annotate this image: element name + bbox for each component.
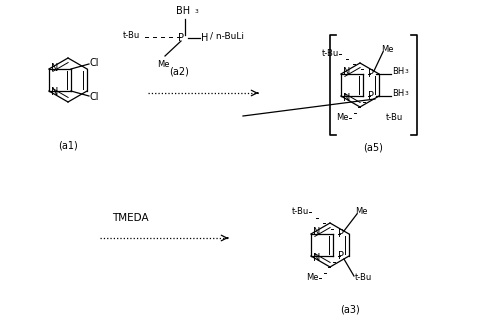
Text: N: N — [343, 67, 350, 77]
Text: Me: Me — [355, 208, 368, 216]
Text: (a2): (a2) — [169, 66, 189, 76]
Text: / n-BuLi: / n-BuLi — [210, 32, 244, 40]
Text: t-Bu: t-Bu — [355, 274, 372, 283]
Text: Me: Me — [381, 45, 394, 53]
Text: Me: Me — [306, 274, 319, 283]
Text: (a3): (a3) — [340, 305, 360, 315]
Text: t-Bu: t-Bu — [123, 32, 140, 40]
Text: Me: Me — [336, 113, 349, 123]
Text: Cl: Cl — [90, 92, 100, 102]
Text: P: P — [338, 229, 344, 239]
Text: BH: BH — [392, 90, 404, 98]
Text: P: P — [338, 251, 344, 261]
Text: $_3$: $_3$ — [194, 7, 200, 16]
Text: $_3$: $_3$ — [404, 90, 409, 98]
Text: Cl: Cl — [90, 58, 100, 68]
Text: $_3$: $_3$ — [404, 67, 409, 77]
Text: N: N — [343, 93, 350, 103]
Text: t-Bu: t-Bu — [386, 113, 403, 123]
Text: (a5): (a5) — [364, 143, 384, 153]
Text: TMEDA: TMEDA — [112, 213, 148, 223]
Text: N: N — [51, 87, 59, 97]
Text: BH: BH — [392, 67, 404, 77]
Text: Me: Me — [157, 60, 170, 69]
Text: P: P — [368, 91, 374, 101]
Text: P: P — [368, 69, 374, 79]
Text: N: N — [313, 227, 320, 237]
Text: P: P — [178, 33, 184, 43]
Text: BH: BH — [176, 6, 190, 16]
Text: H: H — [201, 33, 208, 43]
Text: t-Bu: t-Bu — [322, 50, 339, 58]
Text: N: N — [51, 63, 59, 73]
Text: N: N — [313, 253, 320, 263]
Text: t-Bu: t-Bu — [292, 208, 309, 216]
Text: (a1): (a1) — [58, 140, 78, 150]
